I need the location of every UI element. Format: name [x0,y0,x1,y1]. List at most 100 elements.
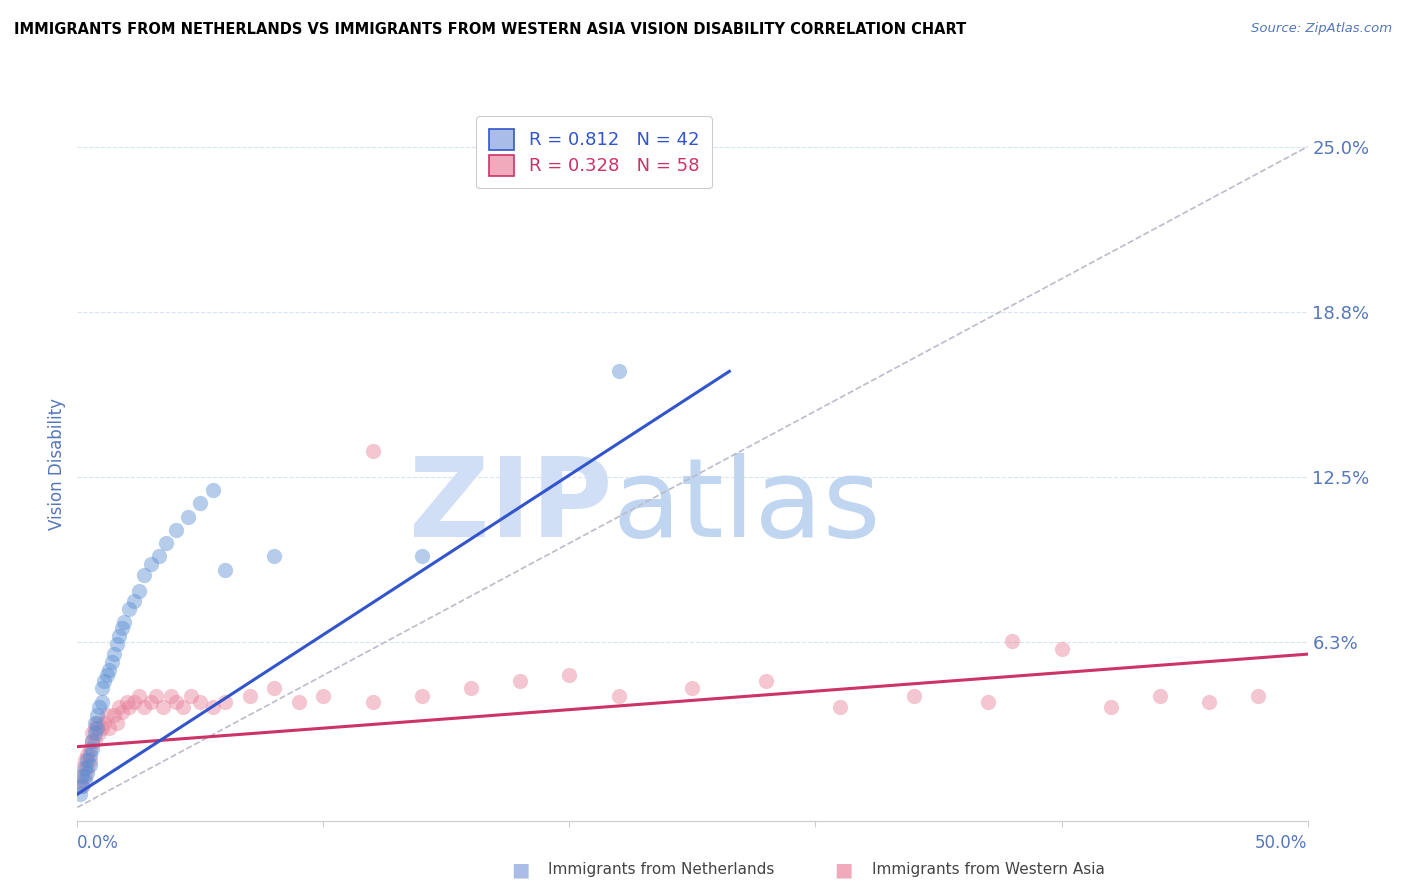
Point [115,695,138,709]
Point [70,779,93,793]
Point [76,747,98,762]
Point [101,655,124,669]
Point [1001,634,1024,648]
Point [177,509,200,524]
Point [145,690,167,704]
Point [263,549,285,564]
Point [90,681,114,696]
Legend: R = 0.812   N = 42, R = 0.328   N = 58: R = 0.812 N = 42, R = 0.328 N = 58 [477,116,711,188]
Point [460,681,482,696]
Point [83,726,105,740]
Text: 50.0%: 50.0% [1256,834,1308,852]
Point [98,721,121,735]
Point [90,721,114,735]
Y-axis label: Vision Disability: Vision Disability [48,398,66,530]
Point [83,715,105,730]
Point [118,602,141,616]
Point [263,681,285,696]
Point [79,758,101,772]
Point [79,747,101,762]
Point [830,700,852,714]
Point [86,707,108,722]
Point [607,364,630,378]
Point [89,700,111,714]
Text: ■: ■ [510,860,530,880]
Point [98,663,121,677]
Point [89,726,111,740]
Point [361,695,384,709]
Point [155,536,177,550]
Point [214,695,236,709]
Point [214,563,236,577]
Text: 0.0%: 0.0% [77,834,120,852]
Point [103,707,125,722]
Point [411,690,433,704]
Text: ZIP: ZIP [409,453,613,560]
Point [755,673,778,688]
Point [96,707,118,722]
Point [977,695,1000,709]
Point [122,594,145,608]
Point [239,690,262,704]
Point [69,787,91,801]
Point [165,695,187,709]
Point [201,700,224,714]
Point [108,700,131,714]
Point [128,690,150,704]
Point [1099,700,1122,714]
Point [128,583,150,598]
Point [201,483,224,498]
Point [82,734,104,748]
Point [86,715,108,730]
Text: IMMIGRANTS FROM NETHERLANDS VS IMMIGRANTS FROM WESTERN ASIA VISION DISABILITY CO: IMMIGRANTS FROM NETHERLANDS VS IMMIGRANT… [14,22,966,37]
Point [82,734,104,748]
Point [76,753,98,767]
Point [73,761,96,775]
Point [132,700,155,714]
Point [152,700,174,714]
Point [76,761,98,775]
Point [607,690,630,704]
Text: Immigrants from Netherlands: Immigrants from Netherlands [548,863,775,877]
Point [111,621,132,635]
Point [86,721,108,735]
Point [93,673,115,688]
Point [111,706,132,720]
Point [288,695,311,709]
Point [83,721,105,735]
Point [70,761,93,775]
Point [105,715,128,730]
Point [79,753,101,767]
Point [1198,695,1220,709]
Point [79,742,101,756]
Point [509,673,531,688]
Point [1149,690,1171,704]
Point [148,549,170,564]
Point [188,695,212,709]
Point [73,769,96,783]
Point [82,742,104,756]
Point [73,774,96,789]
Point [165,523,187,537]
Point [188,496,212,510]
Point [172,700,194,714]
Point [112,615,135,630]
Point [108,629,131,643]
Point [96,668,118,682]
Text: ■: ■ [834,860,853,880]
Point [103,647,125,661]
Point [105,636,128,650]
Point [93,715,115,730]
Point [69,774,91,789]
Text: atlas: atlas [613,453,882,560]
Point [361,443,384,458]
Point [82,726,104,740]
Point [903,690,925,704]
Point [1050,641,1073,656]
Point [70,779,93,793]
Point [90,695,114,709]
Text: Source: ZipAtlas.com: Source: ZipAtlas.com [1251,22,1392,36]
Point [118,700,141,714]
Text: Immigrants from Western Asia: Immigrants from Western Asia [872,863,1105,877]
Point [73,753,96,767]
